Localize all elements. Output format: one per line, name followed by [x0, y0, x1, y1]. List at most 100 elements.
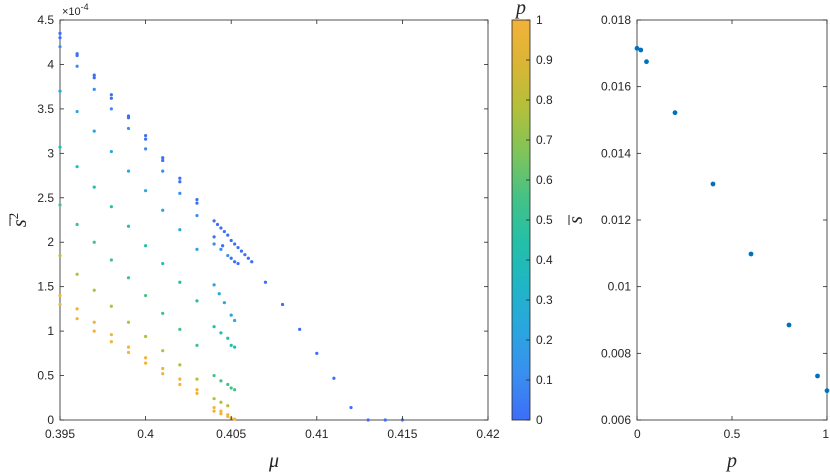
colorbar-tick-label: 0.9 [536, 53, 553, 67]
left-data-point [126, 276, 131, 280]
left-data-point [161, 156, 165, 160]
left-data-point [178, 191, 182, 195]
left-data-point [92, 288, 96, 292]
left-data-point [229, 313, 233, 317]
left-data-point [349, 405, 353, 410]
left-data-point [58, 36, 62, 40]
left-plot-points [58, 31, 404, 422]
right-data-point [638, 47, 644, 53]
left-data-point [75, 109, 79, 114]
right-data-point [710, 181, 716, 187]
left-data-point [144, 361, 148, 365]
left-y-tick-label: 1 [47, 324, 54, 338]
left-data-point [75, 53, 79, 58]
left-data-point [219, 331, 223, 335]
right-data-point [815, 373, 820, 379]
left-data-point [226, 253, 230, 258]
right-plot: 0 0.5 1 0.0060.0080.010.0120.0140.0160.018… [565, 13, 830, 472]
left-data-point [195, 213, 199, 218]
right-data-point [672, 110, 678, 116]
left-data-point [229, 343, 233, 347]
left-y-tick-label: 0 [47, 413, 54, 427]
left-data-point [144, 293, 148, 298]
left-x-axis-label: μ [268, 450, 279, 472]
right-data-point [786, 322, 792, 328]
left-data-point [109, 205, 113, 209]
left-data-point [161, 169, 165, 173]
right-data-point [634, 45, 640, 51]
left-data-point [109, 340, 113, 344]
left-data-point [195, 197, 199, 202]
left-data-point [109, 107, 113, 111]
left-x-tick-label: 0.415 [387, 427, 417, 441]
left-data-point [233, 417, 237, 421]
left-y-axis-label: s2 [6, 213, 31, 227]
left-data-point [280, 302, 285, 307]
left-data-point [178, 280, 182, 284]
left-plot-frame [59, 19, 489, 421]
left-data-point [126, 126, 131, 131]
colorbar-tick-label: 0.4 [536, 253, 553, 267]
left-data-point [178, 176, 182, 180]
right-x-tick-label: 0.5 [724, 427, 741, 441]
left-data-point [315, 351, 319, 355]
left-data-point [58, 203, 62, 207]
left-data-point [219, 412, 223, 416]
left-data-point [229, 256, 233, 260]
left-x-tick-label: 0.42 [476, 427, 500, 441]
left-data-point [212, 397, 216, 401]
left-data-point [226, 382, 230, 387]
left-y-tick-label: 2 [47, 235, 54, 249]
left-data-point [221, 244, 225, 248]
left-x-tick-label: 0.41 [305, 427, 329, 441]
left-data-point [219, 379, 223, 383]
left-data-point [226, 404, 230, 408]
left-data-point [229, 238, 233, 243]
left-data-point [92, 76, 96, 80]
right-data-point [748, 251, 754, 257]
left-data-point [144, 244, 148, 248]
left-data-point [178, 382, 182, 387]
left-y-tick-label: 0.5 [37, 369, 54, 383]
left-data-point [212, 219, 216, 223]
right-y-axis-label: s [565, 215, 587, 225]
left-data-point [178, 228, 182, 232]
left-data-point [178, 180, 182, 184]
right-y-tick-label: 0.014 [601, 146, 631, 160]
left-data-point [58, 89, 62, 93]
left-y-tick-label: 3 [47, 146, 54, 160]
right-x-axis-label: p [725, 450, 737, 472]
left-data-point [233, 388, 237, 392]
colorbar-tick-label: 0.5 [536, 213, 553, 227]
left-y-tick-label: 4.5 [37, 13, 54, 27]
left-data-point [195, 201, 199, 205]
left-data-point [161, 311, 165, 315]
left-data-point [243, 253, 247, 257]
left-data-point [195, 299, 199, 303]
left-data-point [178, 363, 182, 367]
left-data-point [236, 261, 240, 266]
left-data-point [126, 169, 131, 173]
left-data-point [58, 145, 62, 149]
left-data-point [212, 283, 216, 287]
left-data-point [161, 349, 165, 353]
left-data-point [212, 409, 216, 413]
left-data-point [161, 208, 165, 212]
left-data-point [332, 376, 336, 380]
left-data-point [109, 333, 113, 337]
left-data-point [161, 366, 165, 371]
right-y-ticks: 0.006 0.008 0.01 0.012 0.014 0.016 0.018 [601, 13, 827, 427]
left-data-point [58, 45, 62, 49]
left-data-point [161, 158, 165, 163]
left-data-point [212, 405, 216, 410]
left-plot: 0.395 0.4 0.405 0.41 0.415 0.42 0 0.5 1 1.5 2 2.5 3… [6, 2, 500, 472]
left-y-label-base: s [9, 219, 31, 227]
left-data-point [233, 242, 237, 246]
left-data-point [126, 224, 131, 228]
left-x-ticks: 0.395 0.4 0.405 0.41 0.415 0.42 [45, 20, 500, 441]
left-x-tick-label: 0.405 [216, 427, 246, 441]
right-y-tick-label: 0.018 [601, 13, 631, 27]
left-data-point [226, 414, 230, 419]
left-y-label-sup: 2 [6, 213, 21, 220]
